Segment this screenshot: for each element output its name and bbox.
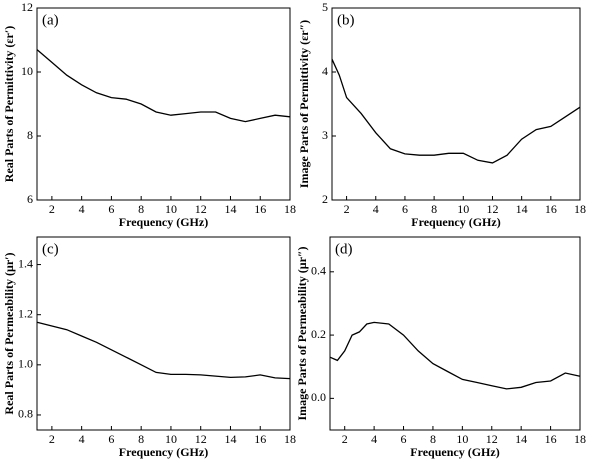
x-tick-label: 6 [108, 202, 114, 216]
data-line [331, 58, 581, 164]
x-axis-label: Frequency (GHz) [410, 445, 499, 459]
x-tick-label: 8 [430, 432, 436, 446]
x-tick-label: 4 [79, 202, 85, 216]
panel-label: (c) [42, 241, 59, 257]
y-tick-label: 12 [21, 0, 33, 14]
y-axis-label: Real Parts of Permittivity (εr′) [2, 26, 16, 182]
x-tick-label: 16 [254, 432, 266, 446]
x-tick-label: 18 [574, 432, 586, 446]
x-tick-label: 14 [516, 202, 528, 216]
x-tick-label: 18 [284, 202, 296, 216]
x-tick-label: 6 [401, 432, 407, 446]
plot-frame [329, 236, 581, 431]
x-tick-label: 16 [254, 202, 266, 216]
x-tick-label: 6 [108, 432, 114, 446]
x-tick-label: 2 [49, 432, 55, 446]
x-tick-label: 8 [138, 432, 144, 446]
panel-label: (b) [337, 12, 355, 28]
y-tick-label: 6 [27, 192, 33, 206]
x-tick-label: 8 [431, 202, 437, 216]
panel-label: (a) [42, 12, 59, 28]
x-tick-label: 4 [371, 432, 377, 446]
x-tick-label: 6 [402, 202, 408, 216]
data-line [36, 321, 291, 380]
y-tick-label: 0.4 [311, 264, 326, 278]
x-tick-label: 16 [545, 432, 557, 446]
x-tick-label: 10 [457, 202, 469, 216]
y-tick-label: 10 [21, 64, 33, 78]
y-axis-label: Image Parts of Permittivity (εr″) [297, 20, 311, 188]
y-tick-label: 0.2 [311, 327, 326, 341]
panel-label: (d) [335, 241, 353, 257]
x-tick-label: 12 [195, 202, 207, 216]
y-tick-label: 0.8 [18, 407, 33, 421]
y-tick-label: 1.0 [18, 357, 33, 371]
x-tick-label: 18 [284, 432, 296, 446]
x-tick-label: 4 [79, 432, 85, 446]
x-tick-label: 18 [574, 202, 586, 216]
data-line [329, 321, 581, 390]
x-tick-label: 14 [224, 202, 236, 216]
x-tick-label: 2 [342, 432, 348, 446]
x-tick-label: 14 [515, 432, 527, 446]
x-tick-label: 4 [373, 202, 379, 216]
y-axis-label: Real Parts of Permeability (μr′) [2, 252, 16, 414]
y-tick-label: 3 [322, 128, 328, 142]
x-tick-label: 12 [486, 202, 498, 216]
x-tick-label: 12 [195, 432, 207, 446]
x-tick-label: 2 [344, 202, 350, 216]
y-tick-label: 0.0 [311, 390, 326, 404]
y-axis-label: Image Parts of Permeability (μr″) [295, 246, 309, 420]
x-tick-label: 10 [165, 432, 177, 446]
y-tick-label: 8 [27, 128, 33, 142]
x-tick-label: 14 [224, 432, 236, 446]
x-axis-label: Frequency (GHz) [119, 445, 208, 459]
x-tick-label: 2 [49, 202, 55, 216]
y-tick-label: 5 [322, 0, 328, 14]
y-tick-label: 1.4 [18, 256, 33, 270]
x-axis-label: Frequency (GHz) [411, 215, 500, 229]
x-tick-label: 16 [545, 202, 557, 216]
x-tick-label: 10 [165, 202, 177, 216]
data-line [36, 49, 291, 123]
y-tick-label: 2 [322, 192, 328, 206]
plot-frame [36, 236, 291, 431]
x-tick-label: 10 [456, 432, 468, 446]
y-tick-label: 4 [322, 64, 328, 78]
x-axis-label: Frequency (GHz) [119, 215, 208, 229]
x-tick-label: 8 [138, 202, 144, 216]
y-tick-label: 1.2 [18, 306, 33, 320]
plot-frame [331, 7, 581, 201]
x-tick-label: 12 [486, 432, 498, 446]
plot-frame [36, 7, 291, 201]
